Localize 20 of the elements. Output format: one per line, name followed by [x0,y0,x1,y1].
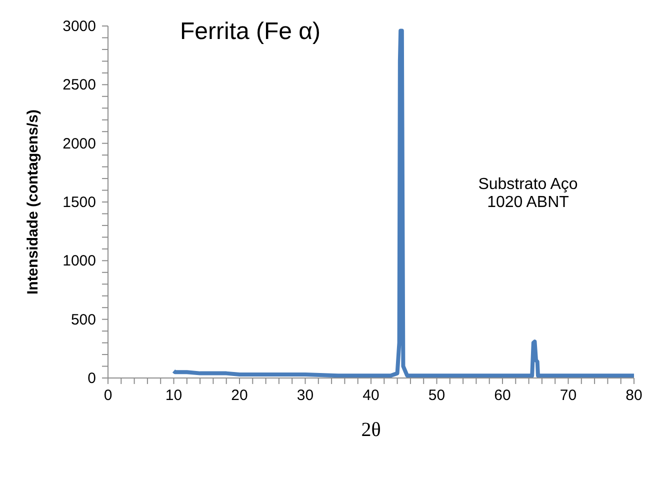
x-tick-label: 30 [296,387,314,404]
y-axis-title: Intensidade (contagens/s) [24,109,42,295]
x-tick-label: 70 [560,387,577,404]
y-tick-label: 2500 [62,76,96,94]
x-tick-label: 60 [494,387,511,404]
x-tick-label: 40 [362,387,380,404]
x-tick-label: 10 [165,387,182,404]
y-tick-label: 1500 [62,194,96,211]
y-tick-label: 500 [70,311,96,328]
x-axis-title: 2θ [361,419,381,441]
x-tick-label: 80 [626,387,642,404]
x-tick-label: 50 [428,387,446,404]
y-tick-label: 0 [88,370,96,387]
x-tick-label: 0 [104,387,112,404]
y-tick-label: 2000 [62,135,96,152]
chart-title: Ferrita (Fe α) [180,18,321,46]
y-tick-label: 1000 [62,252,96,270]
x-tick-label: 20 [231,387,248,404]
y-tick-label: 3000 [62,18,96,35]
annotation: Substrato Aço 1020 ABNT [477,176,579,212]
